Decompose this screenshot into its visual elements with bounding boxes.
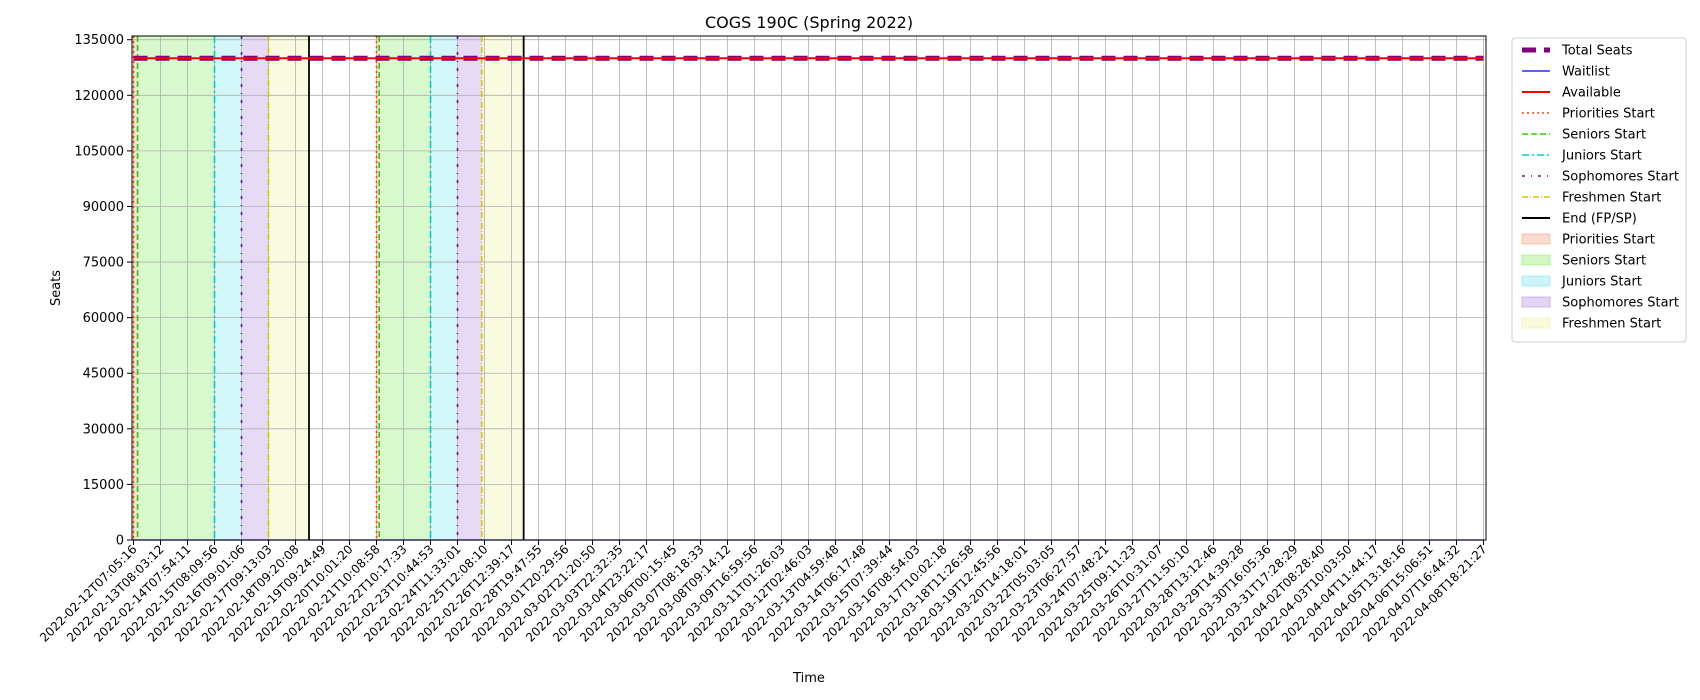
legend-entry-label: End (FP/SP) (1562, 212, 1637, 227)
chart-title: COGS 190C (Spring 2022) (705, 13, 913, 32)
legend-box (1511, 37, 1687, 343)
legend-entry-label: Freshmen Start (1562, 317, 1661, 332)
shaded-spans (133, 36, 524, 540)
y-tick-label: 60000 (83, 311, 124, 326)
y-tick-label: 0 (116, 534, 124, 549)
legend-entry-label: Sophomores Start (1562, 296, 1679, 311)
y-axis-ticks: 0 15000 30000 45000 60000 75000 90000 105000 120… (74, 33, 132, 549)
span-seniors-start (379, 36, 431, 540)
y-tick-label: 120000 (74, 89, 124, 104)
legend-entry-label: Juniors Start (1561, 149, 1642, 164)
legend-entry-label: Juniors Start (1561, 275, 1642, 290)
grid (132, 36, 1486, 541)
y-tick-label: 135000 (74, 33, 124, 48)
legend-swatch (1521, 296, 1551, 308)
legend-entry-label: Priorities Start (1562, 107, 1655, 122)
y-tick-label: 30000 (83, 422, 124, 437)
y-tick-label: 15000 (83, 478, 124, 493)
legend-swatch (1521, 317, 1551, 329)
legend-entry-label: Waitlist (1562, 65, 1610, 80)
span-priorities-start (376, 36, 380, 540)
legend: Total Seats Waitlist Available Priorities S… (1511, 37, 1687, 343)
legend-entry-label: Seniors Start (1562, 128, 1646, 143)
phase-lines (132, 36, 525, 540)
x-axis-ticks: 2022-02-12T07:05:162022-02-13T08:03:1220… (37, 540, 1490, 645)
legend-entry-label: Sophomores Start (1562, 170, 1679, 185)
y-tick-label: 105000 (74, 144, 124, 159)
legend-entry-label: Available (1562, 86, 1621, 101)
span-freshmen-start (268, 36, 309, 540)
legend-entry-label: Total Seats (1561, 44, 1633, 59)
span-juniors-start (214, 36, 242, 540)
y-tick-label: 90000 (83, 200, 124, 215)
span-priorities-start (133, 36, 138, 540)
span-juniors-start (430, 36, 458, 540)
span-sophomores-start (241, 36, 269, 540)
x-axis-label: Time (792, 671, 825, 686)
span-seniors-start (137, 36, 215, 540)
y-tick-label: 45000 (83, 367, 124, 382)
span-sophomores-start (457, 36, 482, 540)
plot-frame (131, 35, 1487, 541)
legend-entry-label: Seniors Start (1562, 254, 1646, 269)
y-tick-label: 75000 (83, 256, 124, 271)
span-freshmen-start (481, 36, 524, 540)
legend-swatch (1521, 254, 1551, 266)
legend-entry-label: Priorities Start (1562, 233, 1655, 248)
legend-swatch (1521, 233, 1551, 245)
legend-entry-label: Freshmen Start (1562, 191, 1661, 206)
legend-swatch (1521, 275, 1551, 287)
y-axis-label: Seats (49, 270, 64, 306)
